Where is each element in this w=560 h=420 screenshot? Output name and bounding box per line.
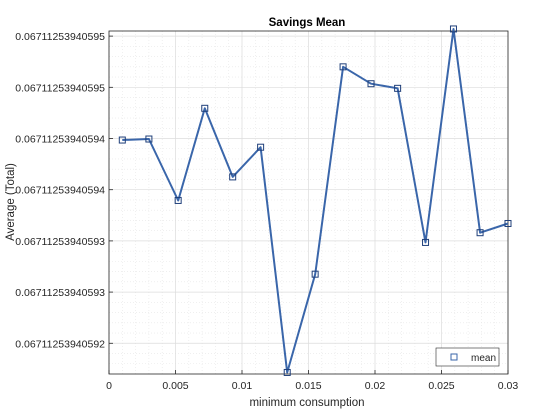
x-tick-label: 0.02 xyxy=(365,380,386,392)
data-point xyxy=(283,368,291,376)
data-point xyxy=(476,229,484,237)
legend-label-mean: mean xyxy=(471,353,496,364)
data-point xyxy=(339,63,347,71)
chart-title: Savings Mean xyxy=(269,17,346,29)
data-point xyxy=(367,80,375,88)
data-point xyxy=(449,25,457,33)
x-tick-label: 0.015 xyxy=(295,380,321,392)
y-tick-label: 0.06711253940595 xyxy=(15,31,105,43)
y-tick-label: 0.06711253940593 xyxy=(15,287,105,299)
data-point xyxy=(201,104,209,112)
data-point xyxy=(311,270,319,278)
data-point xyxy=(229,173,237,181)
x-tick-label: 0.025 xyxy=(428,380,454,392)
legend-box xyxy=(435,347,500,367)
data-point xyxy=(394,84,402,92)
x-axis-label: minimum consumption xyxy=(249,397,364,409)
data-point xyxy=(174,196,182,204)
x-tick-label: 0 xyxy=(106,380,112,392)
y-tick-label: 0.06711253940592 xyxy=(15,338,105,350)
y-axis-label: Average (Total) xyxy=(5,163,17,241)
x-tick-label: 0.005 xyxy=(162,380,188,392)
major-grid xyxy=(108,31,509,374)
legend-marker xyxy=(450,353,458,361)
data-point xyxy=(504,219,512,227)
y-tick-label: 0.06711253940593 xyxy=(15,236,105,248)
data-point xyxy=(118,136,126,144)
x-tick-label: 0.01 xyxy=(232,380,253,392)
y-tick-label: 0.06711253940595 xyxy=(15,82,105,94)
data-point xyxy=(145,135,153,143)
data-point xyxy=(257,143,265,151)
legend: mean xyxy=(435,347,500,367)
series-line-mean xyxy=(122,28,509,374)
y-tick-label: 0.06711253940594 xyxy=(15,185,105,197)
x-axis: 0 0.005 0.01 0.015 0.02 0.025 0.03 xyxy=(106,370,518,392)
y-tick-label: 0.06711253940594 xyxy=(15,134,105,146)
series-layer xyxy=(118,25,512,376)
data-point xyxy=(422,238,430,246)
x-tick-label: 0.03 xyxy=(498,380,519,392)
y-axis: 0.06711253940592 0.06711253940593 0.067112… xyxy=(15,31,113,350)
